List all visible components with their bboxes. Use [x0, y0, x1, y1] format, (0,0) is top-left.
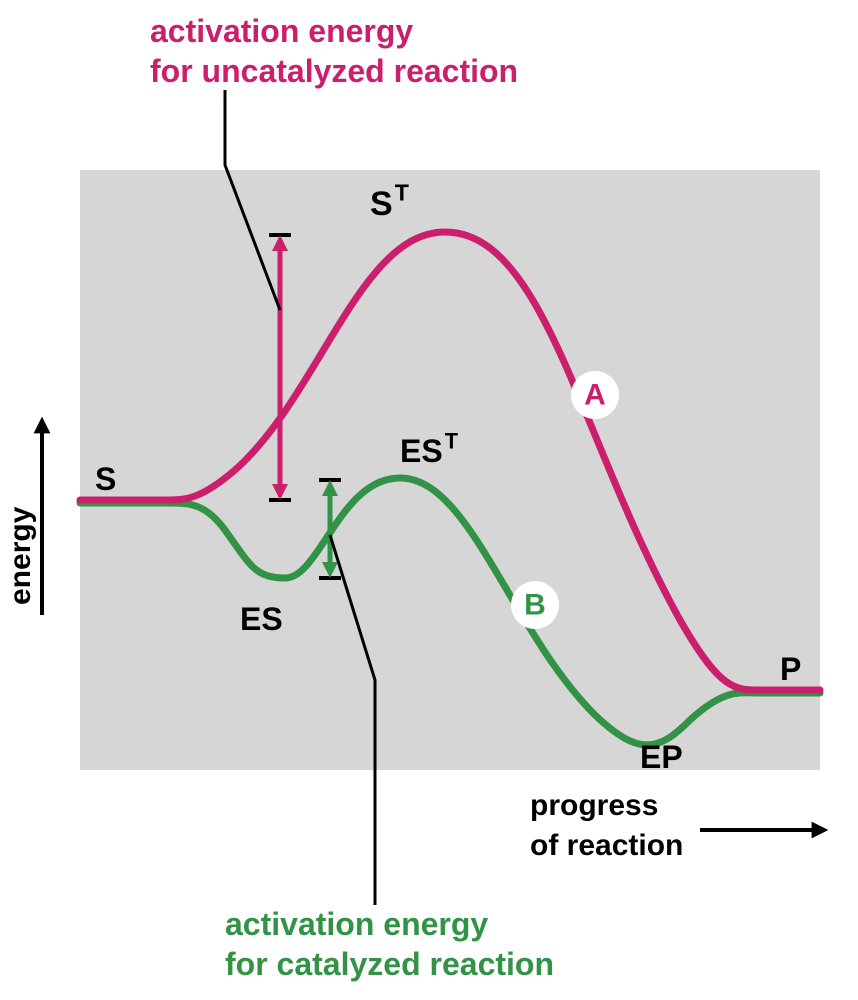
label-P: P [780, 651, 801, 687]
label-EP: EP [640, 739, 683, 775]
label-ES: ES [240, 601, 283, 637]
title-catalyzed-1: activation energy [225, 906, 488, 942]
badge-A-label: A [584, 379, 606, 412]
x-axis-label-2: of reaction [530, 829, 683, 862]
plot-area [80, 170, 820, 770]
y-axis-label: energy [4, 506, 37, 605]
title-catalyzed-2: for catalyzed reaction [225, 946, 554, 982]
energy-diagram: energy progress of reaction activation ener… [0, 0, 858, 1000]
title-uncatalyzed-2: for uncatalyzed reaction [150, 53, 518, 89]
badge-B-label: B [524, 589, 546, 622]
title-uncatalyzed-1: activation energy [150, 13, 413, 49]
x-axis-label-1: progress [530, 789, 658, 822]
label-S: S [95, 461, 116, 497]
